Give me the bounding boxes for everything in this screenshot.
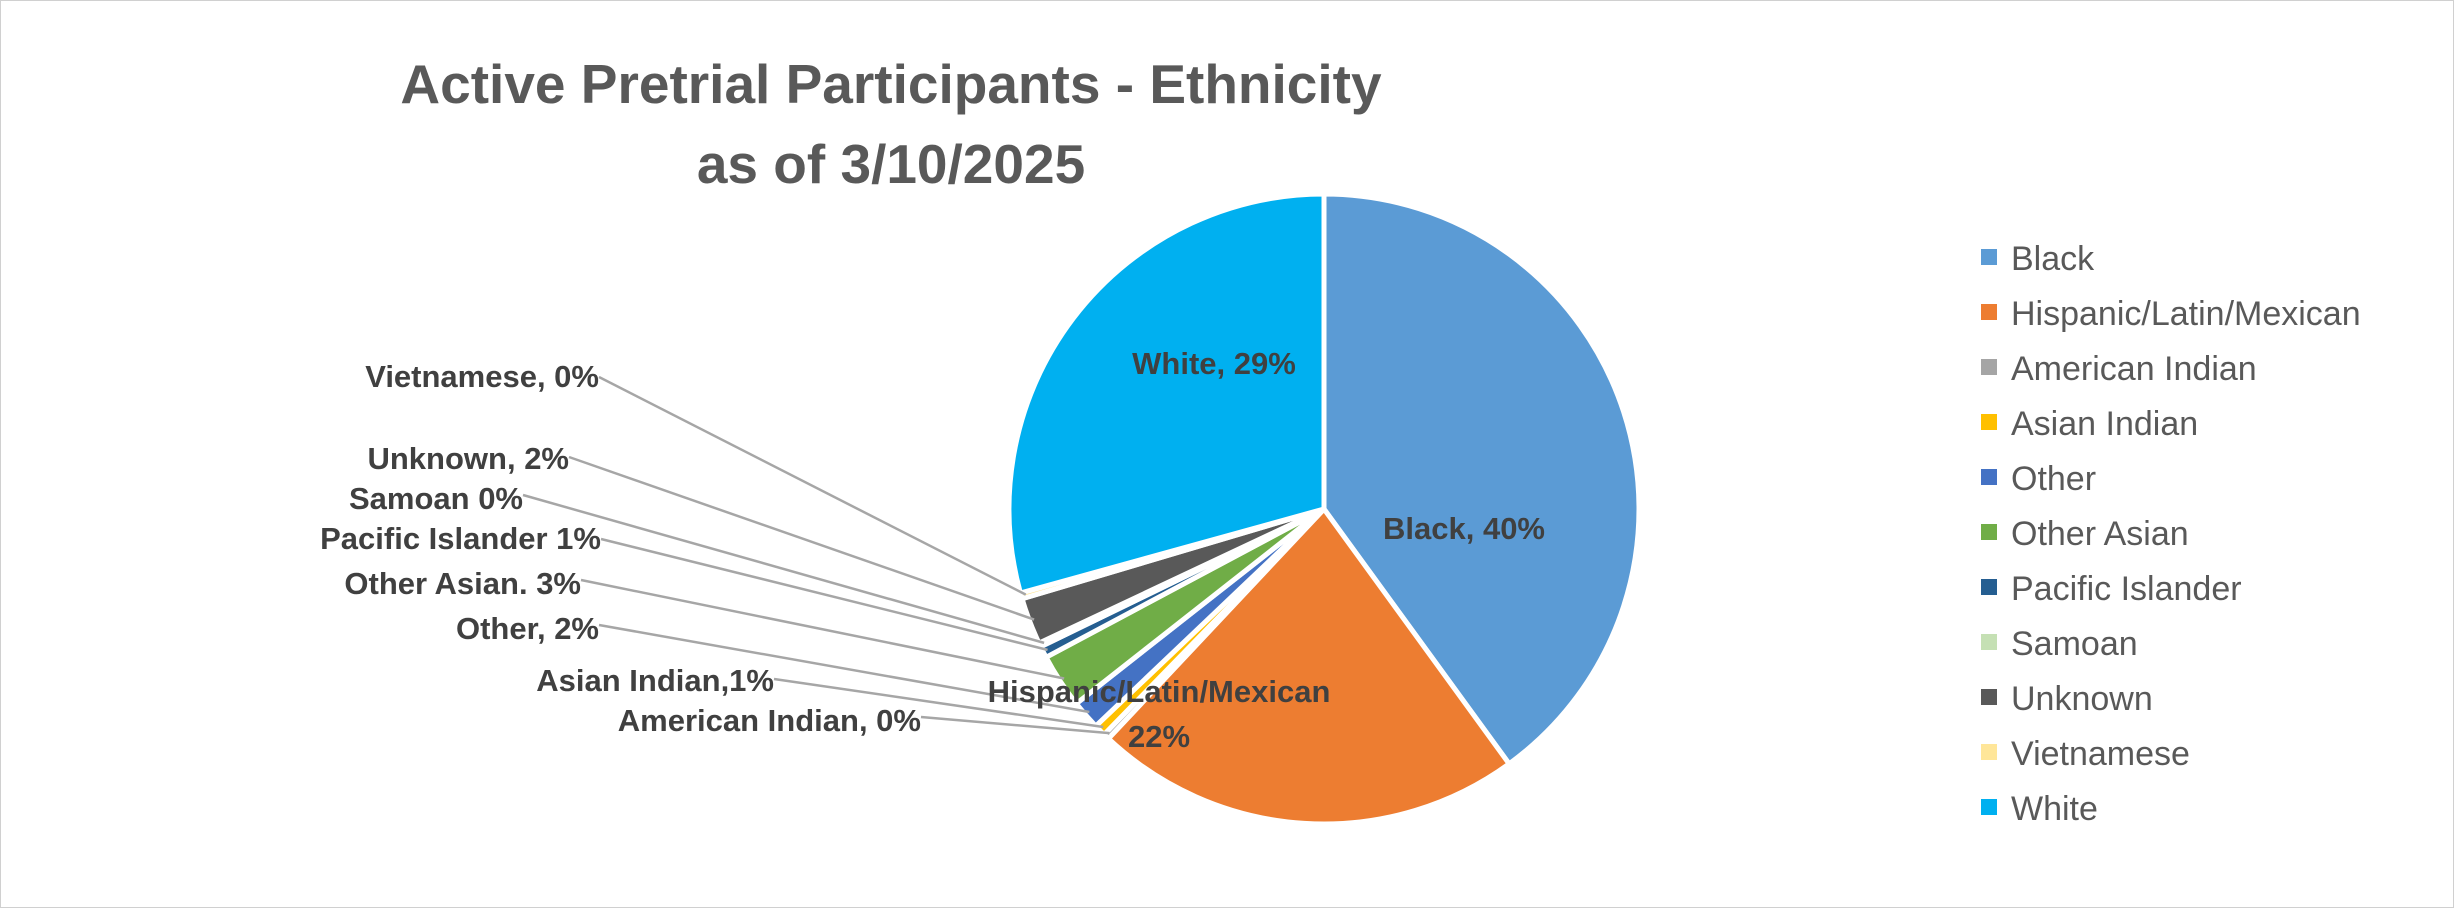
legend-label-hispanic-latin-mexican: Hispanic/Latin/Mexican [2011, 295, 2361, 333]
data-labels: Black, 40% Hispanic/Latin/Mexican 22% Ameri… [320, 346, 1545, 754]
legend-swatch-unknown [1981, 689, 1997, 705]
leader-line-asian-indian [773, 677, 1104, 729]
legend-swatch-other [1981, 469, 1997, 485]
legend-label-black: Black [2011, 240, 2095, 278]
data-label-pacific-islander: Pacific Islander 1% [320, 521, 601, 556]
legend-label-american-indian: American Indian [2011, 350, 2257, 388]
legend-label-pacific-islander: Pacific Islander [2011, 570, 2242, 608]
legend-label-samoan: Samoan [2011, 625, 2138, 663]
legend-label-asian-indian: Asian Indian [2011, 405, 2198, 443]
data-label-vietnamese: Vietnamese, 0% [365, 359, 599, 394]
data-label-other-asian: Other Asian. 3% [344, 566, 581, 601]
data-label-other: Other, 2% [456, 611, 599, 646]
legend-label-unknown: Unknown [2011, 680, 2153, 718]
data-label-asian-indian: Asian Indian,1% [536, 663, 774, 698]
data-label-white: White, 29% [1132, 346, 1296, 381]
leader-line-other [598, 623, 1090, 714]
data-label-american-indian: American Indian, 0% [618, 703, 921, 738]
legend-label-other-asian: Other Asian [2011, 515, 2189, 553]
legend-swatch-asian-indian [1981, 414, 1997, 430]
data-label-unknown: Unknown, 2% [367, 441, 569, 476]
legend-label-vietnamese: Vietnamese [2011, 735, 2190, 773]
legend-swatch-samoan [1981, 634, 1997, 650]
slice-hispanic-latin-mexican [1104, 505, 1513, 827]
legend: Black Hispanic/Latin/Mexican American Indi… [1981, 240, 2361, 828]
data-label-hispanic-latin-mexican-percent: 22% [1128, 719, 1190, 754]
legend-swatch-black [1981, 249, 1997, 265]
data-label-samoan: Samoan 0% [349, 481, 523, 516]
leader-line-other-asian [580, 578, 1065, 680]
legend-swatch-vietnamese [1981, 744, 1997, 760]
legend-swatch-hispanic-latin-mexican [1981, 304, 1997, 320]
slice-black [1321, 191, 1642, 768]
leader-line-unknown [568, 455, 1035, 621]
chart-title: Active Pretrial Participants - Ethnicity [400, 53, 1382, 115]
legend-swatch-pacific-islander [1981, 579, 1997, 595]
legend-label-white: White [2011, 790, 2098, 828]
legend-label-other: Other [2011, 460, 2096, 498]
leader-line-pacific-islander [600, 537, 1048, 652]
legend-swatch-white [1981, 799, 1997, 815]
data-label-black: Black, 40% [1383, 511, 1545, 546]
legend-swatch-other-asian [1981, 524, 1997, 540]
leader-lines [522, 375, 1110, 735]
leader-line-american-indian [920, 715, 1110, 735]
legend-swatch-american-indian [1981, 359, 1997, 375]
leader-line-vietnamese [598, 375, 1027, 596]
data-label-hispanic-latin-mexican: Hispanic/Latin/Mexican [988, 674, 1331, 709]
leader-line-samoan [522, 493, 1045, 645]
chart-subtitle: as of 3/10/2025 [697, 133, 1085, 195]
pie-slices [1006, 191, 1642, 827]
slice-white [1006, 191, 1327, 597]
